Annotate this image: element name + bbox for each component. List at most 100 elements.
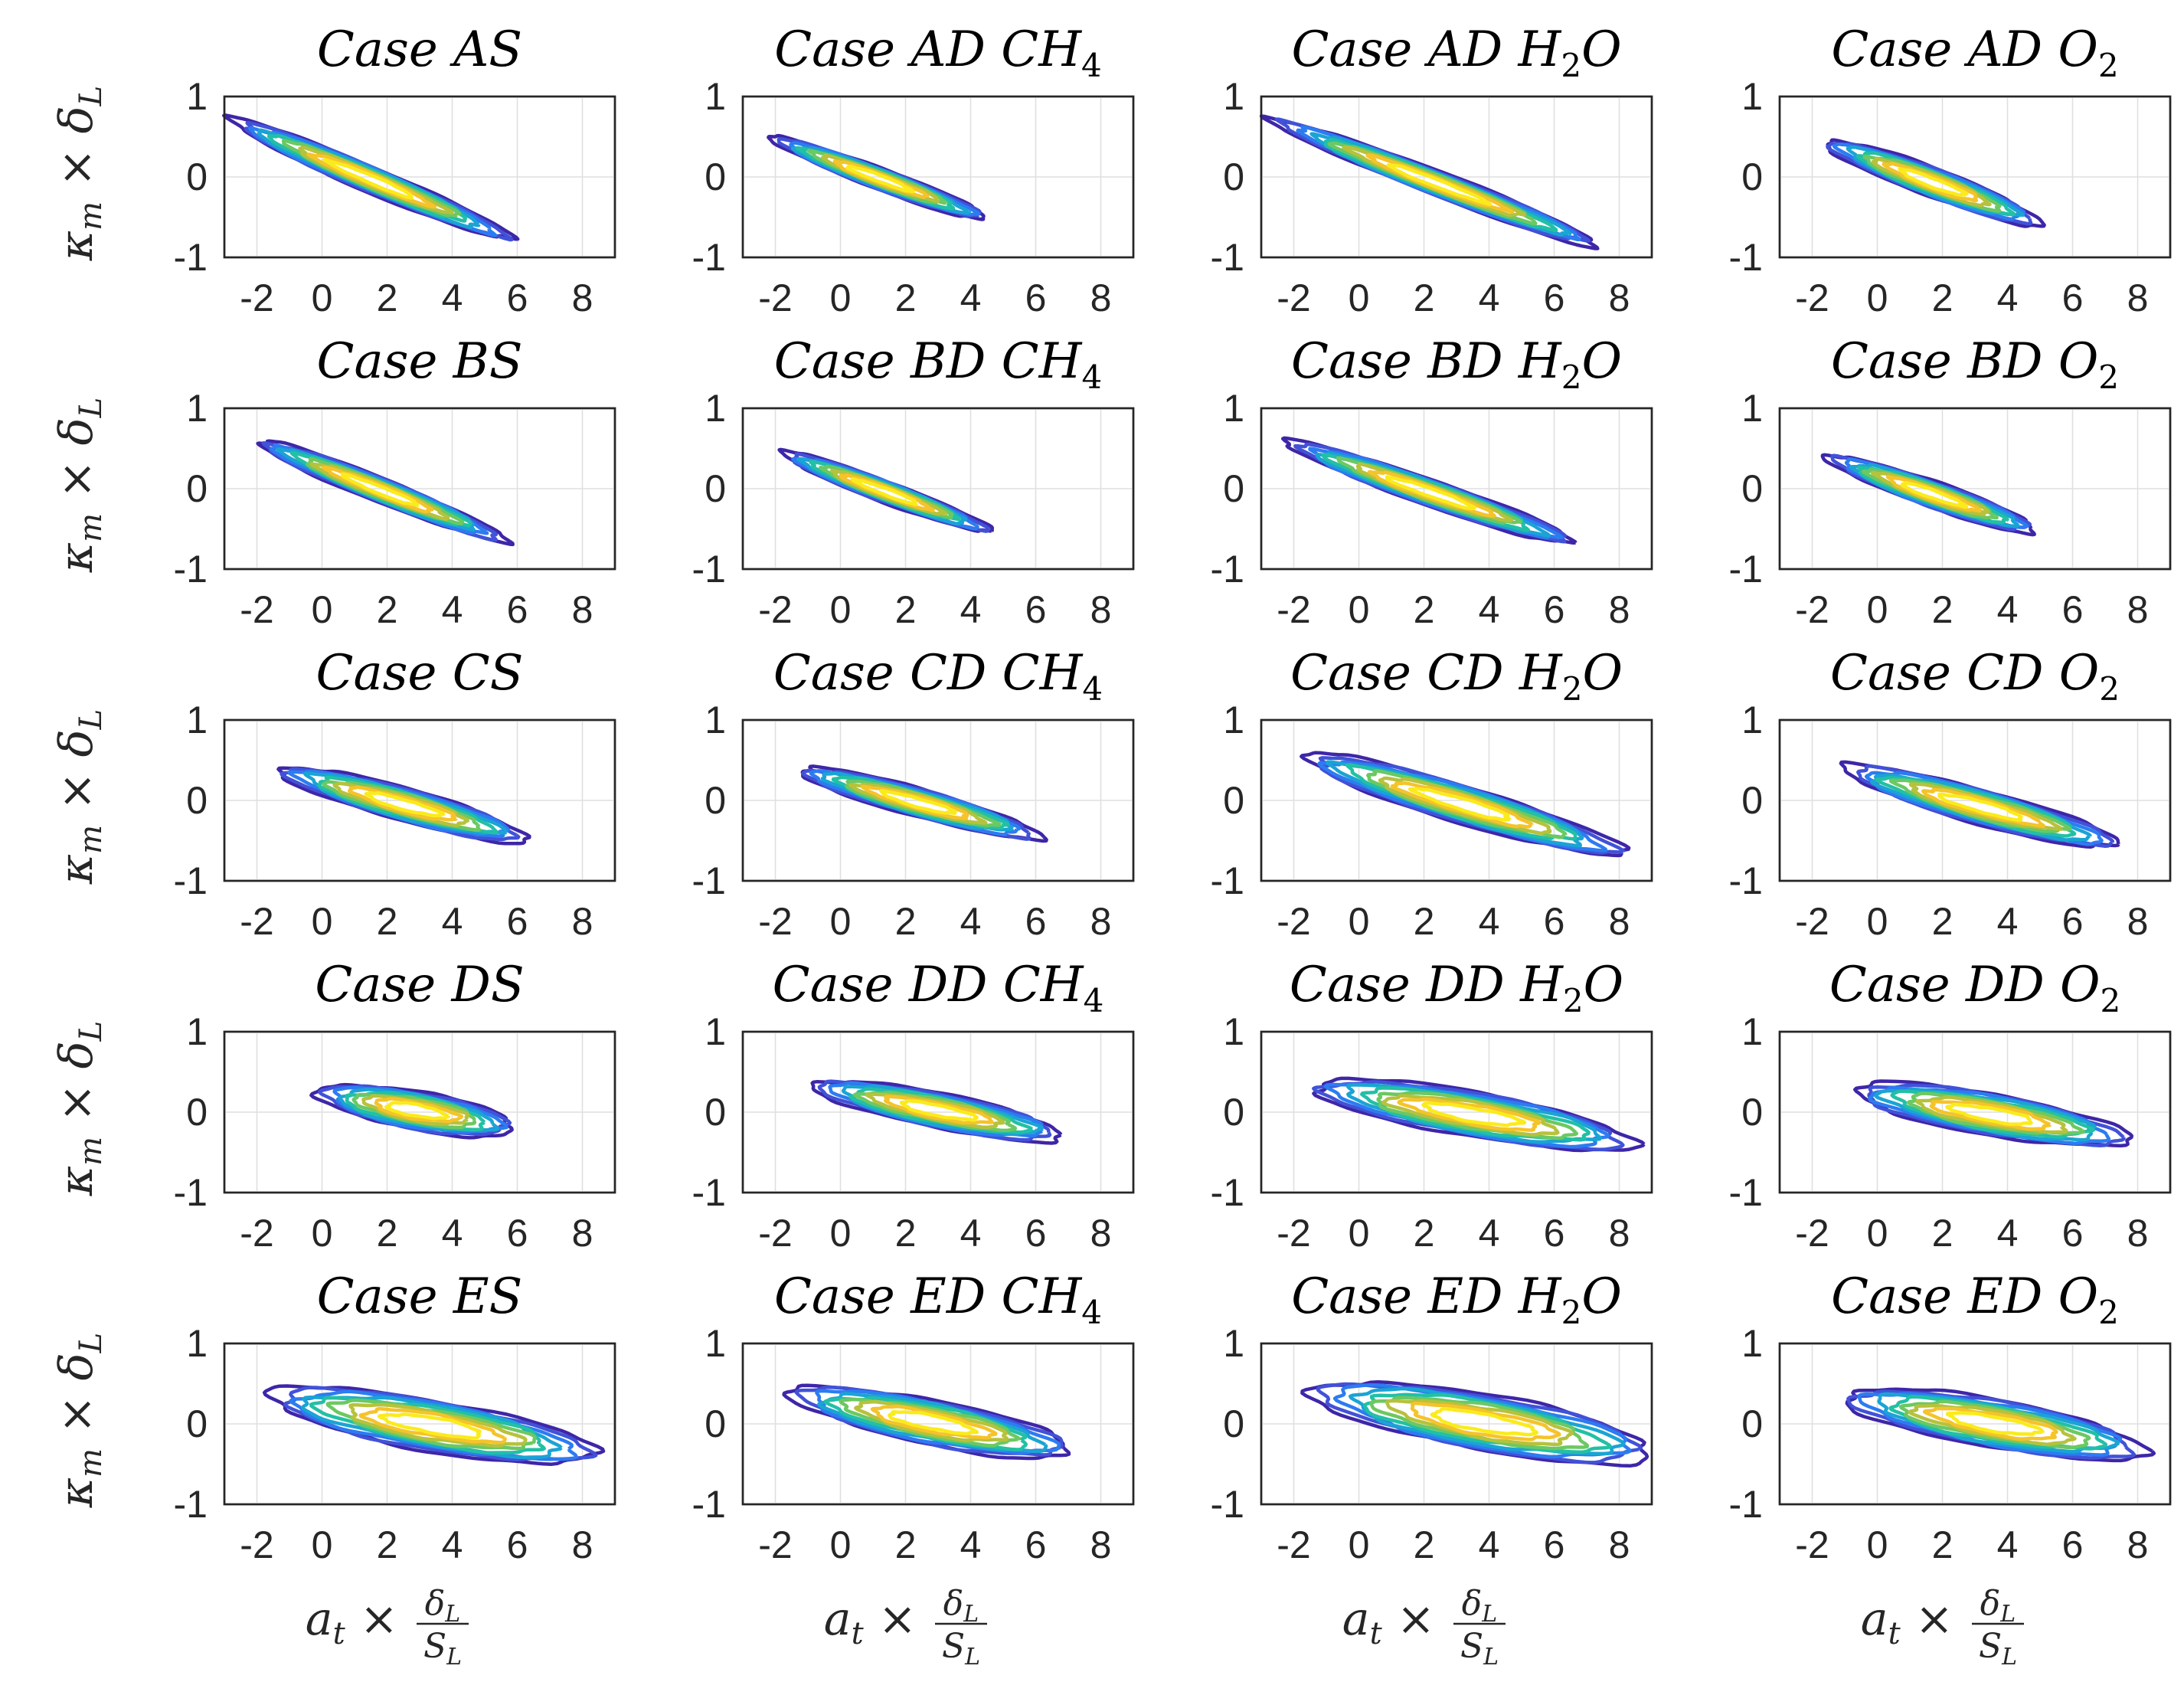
panel-title-main: Case CD H [1290, 645, 1563, 702]
x-tick-label: -2 [1277, 1212, 1310, 1255]
panel: 1 0 -1 -2 0 2 4 6 8 Case BS [174, 333, 616, 631]
y-tick-label: -1 [1211, 1483, 1244, 1526]
panel-title: Case BD CH4 [774, 333, 1102, 396]
contour-line [860, 784, 969, 821]
y-tick-label: 1 [1741, 75, 1763, 118]
x-label-denominator: SL [423, 1627, 462, 1671]
x-tick-label: -2 [1277, 588, 1310, 631]
y-tick-label: -1 [174, 548, 208, 591]
contour-line [1408, 787, 1512, 822]
panel-title-subscript: 2 [2098, 47, 2119, 84]
axes-border [1260, 1030, 1653, 1194]
axes-border [1260, 95, 1653, 259]
panel: 1 0 -1 -2 0 2 4 6 8 Case CS [174, 645, 616, 943]
x-tick-label: 6 [1025, 1523, 1047, 1566]
x-tick-label: 0 [1867, 1212, 1888, 1255]
y-tick-label: 1 [705, 1010, 726, 1053]
x-label-a: a [306, 1592, 333, 1646]
contour-line [348, 1402, 528, 1448]
y-tick-label: 0 [705, 155, 726, 198]
x-label-left: at × [1342, 1592, 1435, 1651]
panel-title: Case BD H2O [1291, 333, 1622, 396]
axes-border [741, 718, 1135, 882]
contour-line [1900, 480, 1969, 509]
y-label-delta: δ [50, 1041, 103, 1068]
contour-line [351, 1092, 477, 1130]
x-tick-label: 6 [507, 1523, 528, 1566]
contour-line [850, 477, 918, 506]
panel-title: Case AD H2O [1291, 21, 1621, 84]
contour-line [1885, 475, 1983, 513]
x-tick-label: 0 [1349, 588, 1370, 631]
y-label-times: × [50, 1068, 103, 1136]
x-tick-label: 6 [1025, 900, 1047, 943]
y-label-delta-sub: L [74, 86, 109, 107]
y-tick-label: 1 [1223, 699, 1244, 741]
panel-title-main: Case DS [315, 957, 524, 1013]
x-tick-label: 8 [2127, 1212, 2149, 1255]
x-tick-label: 2 [377, 588, 398, 631]
y-tick-label: -1 [692, 1171, 726, 1214]
y-label-sub: m [74, 1137, 109, 1166]
panel-title-main: Case ED O [1831, 1268, 2098, 1325]
x-label-numerator: δL [943, 1584, 979, 1628]
axes-border [223, 718, 616, 882]
x-label-num: δ [943, 1584, 964, 1623]
x-tick-label: 6 [507, 900, 528, 943]
panel-title-subscript: 2 [2098, 1294, 2119, 1331]
x-tick-label: 2 [377, 900, 398, 943]
panel-title-subscript: 2 [1561, 47, 1581, 84]
x-label-numerator: δL [425, 1584, 460, 1628]
y-label-delta-sub: L [74, 398, 109, 419]
y-tick-label: 1 [1741, 1322, 1763, 1365]
panel-title: Case BD O2 [1831, 333, 2119, 396]
x-tick-label: 0 [1349, 900, 1370, 943]
x-tick-label: 4 [1997, 1212, 2019, 1255]
contour-line [1908, 1403, 2077, 1446]
contour-line [1381, 1094, 1560, 1137]
contour-line [888, 1410, 979, 1435]
x-tick-label: 8 [1090, 1523, 1112, 1566]
contour-line [1908, 782, 2063, 831]
x-tick-label: 0 [830, 1523, 852, 1566]
y-tick-label: 0 [186, 1091, 208, 1134]
x-label-left: at × [1861, 1592, 1954, 1651]
panel-title-main: Case BD CH [774, 333, 1083, 390]
x-tick-label: 8 [572, 1523, 593, 1566]
x-tick-label: 4 [1479, 588, 1500, 631]
y-tick-label: -1 [692, 548, 726, 591]
x-tick-label: 8 [1609, 1212, 1630, 1255]
x-label-times: × [345, 1592, 398, 1646]
contour-line [280, 767, 521, 842]
x-label-denominator: SL [942, 1627, 980, 1671]
panel-title: Case DD H2O [1290, 957, 1623, 1019]
x-tick-label: 2 [1932, 588, 1954, 631]
axes-border [223, 407, 616, 571]
y-tick-label: -1 [1729, 1483, 1763, 1526]
x-tick-label: 0 [830, 588, 852, 631]
contour-line [1882, 162, 1979, 203]
contour-line [1316, 1382, 1643, 1464]
contour-line [1945, 1411, 2045, 1436]
y-label-delta-sub: L [74, 1021, 109, 1042]
panel-title: Case CS [316, 645, 524, 702]
panel-title: Case CD CH4 [773, 645, 1103, 708]
contour-line [899, 1099, 979, 1122]
panel-title-main: Case AD CH [774, 21, 1082, 78]
x-tick-label: -2 [1277, 277, 1310, 319]
x-tick-label: 6 [2062, 588, 2084, 631]
contour-line [309, 1396, 546, 1455]
y-tick-label: -1 [1729, 859, 1763, 902]
axes-border [741, 407, 1135, 571]
panel-title-subscript: 2 [2100, 982, 2120, 1019]
x-tick-label: 2 [1414, 277, 1435, 319]
x-tick-label: 8 [1090, 1212, 1112, 1255]
y-label-delta-sub: L [74, 1333, 109, 1354]
contour-line [817, 1079, 1052, 1142]
contour-line [1945, 1102, 2033, 1126]
y-label-sub: m [74, 201, 109, 231]
